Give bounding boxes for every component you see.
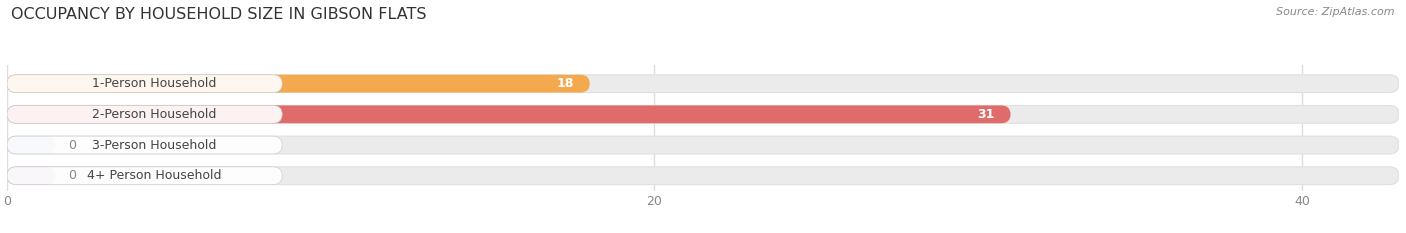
FancyBboxPatch shape <box>7 106 1011 123</box>
FancyBboxPatch shape <box>7 75 283 93</box>
FancyBboxPatch shape <box>7 136 283 154</box>
FancyBboxPatch shape <box>7 167 1399 185</box>
Text: 18: 18 <box>557 77 574 90</box>
Text: 0: 0 <box>69 169 76 182</box>
FancyBboxPatch shape <box>7 167 56 185</box>
FancyBboxPatch shape <box>7 106 1399 123</box>
Text: 1-Person Household: 1-Person Household <box>93 77 217 90</box>
Text: OCCUPANCY BY HOUSEHOLD SIZE IN GIBSON FLATS: OCCUPANCY BY HOUSEHOLD SIZE IN GIBSON FL… <box>11 7 427 22</box>
FancyBboxPatch shape <box>7 136 56 154</box>
Text: 3-Person Household: 3-Person Household <box>93 139 217 151</box>
FancyBboxPatch shape <box>7 136 1399 154</box>
FancyBboxPatch shape <box>7 75 1399 93</box>
Text: Source: ZipAtlas.com: Source: ZipAtlas.com <box>1277 7 1395 17</box>
Text: 2-Person Household: 2-Person Household <box>93 108 217 121</box>
FancyBboxPatch shape <box>7 75 589 93</box>
Text: 31: 31 <box>977 108 994 121</box>
FancyBboxPatch shape <box>7 106 283 123</box>
Text: 0: 0 <box>69 139 76 151</box>
FancyBboxPatch shape <box>7 167 283 185</box>
Text: 4+ Person Household: 4+ Person Household <box>87 169 222 182</box>
